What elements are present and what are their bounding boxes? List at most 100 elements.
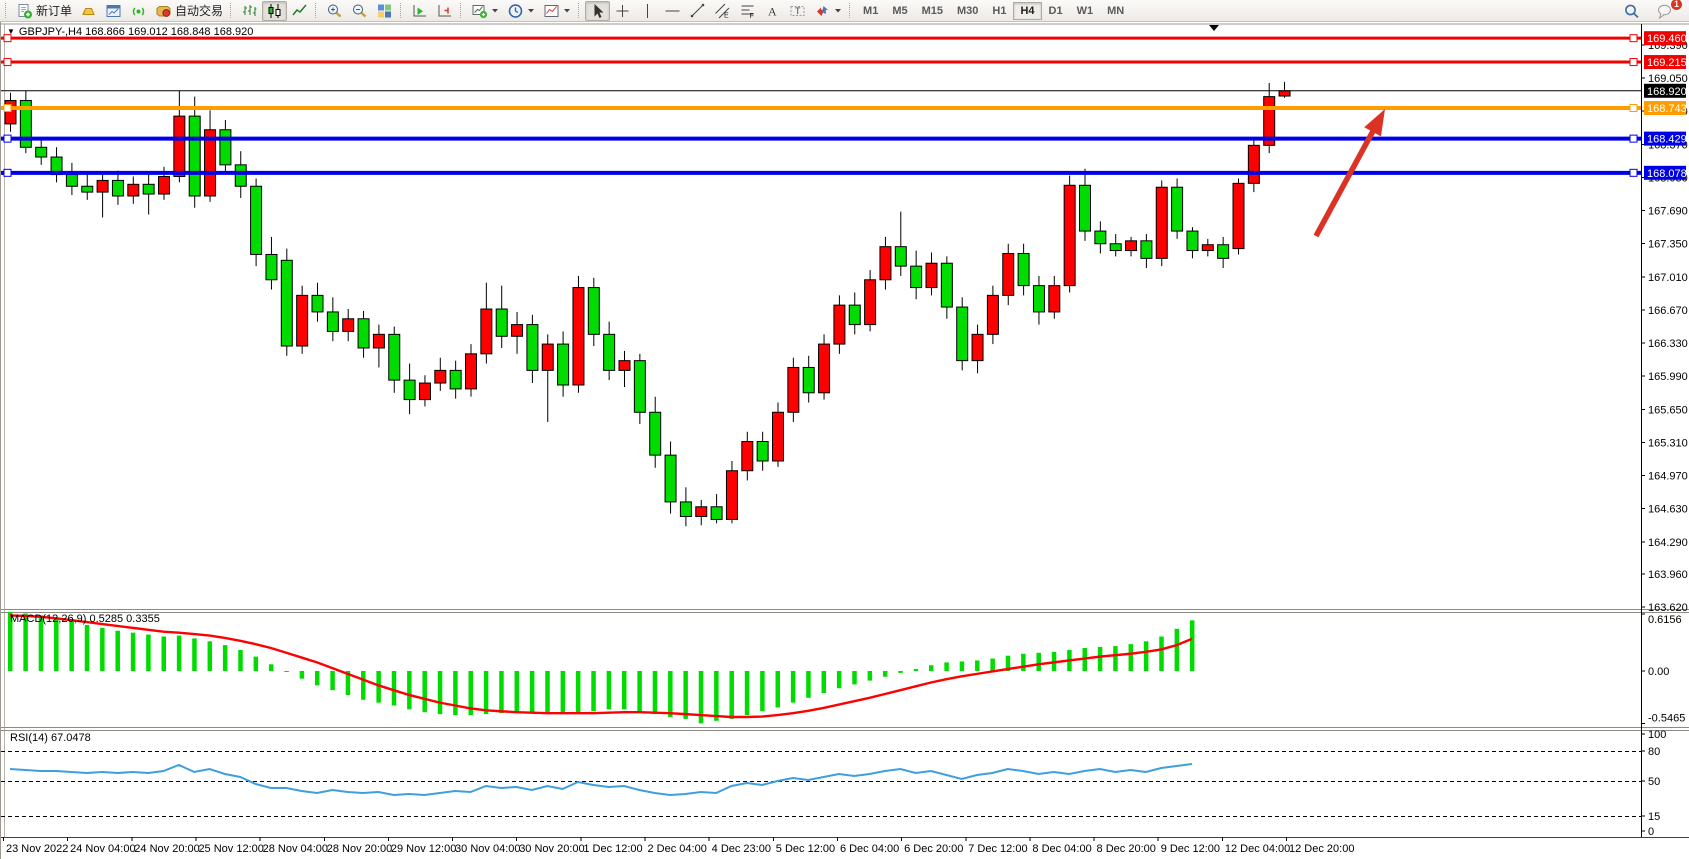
text-tool-button[interactable]: A	[760, 1, 785, 21]
cursor-icon	[594, 3, 604, 18]
equidistant-channel-tool-button[interactable]: E	[710, 1, 735, 21]
macd-bar	[8, 612, 13, 671]
macd-bar	[69, 621, 74, 671]
toolbar-group-grip	[460, 3, 464, 18]
price-badge-label: 168.743	[1647, 103, 1687, 115]
timeframe-h4[interactable]: H4	[1013, 1, 1042, 20]
timeframe-mn[interactable]: MN	[1107, 4, 1125, 17]
chart-shift-button[interactable]	[432, 1, 457, 21]
line-handle[interactable]	[3, 104, 12, 113]
search-button[interactable]	[1619, 1, 1644, 21]
text-icon: A	[768, 4, 777, 18]
trend-arrow-annotation[interactable]	[1313, 109, 1385, 238]
timeframe-h1[interactable]: H1	[992, 4, 1007, 17]
tile-windows-button[interactable]	[372, 1, 397, 21]
time-tick-label: 30 Nov 04:00	[455, 843, 520, 855]
line-handle[interactable]	[3, 34, 12, 43]
rsi-tick-label: 80	[1648, 746, 1660, 758]
toolbar-group-grip	[230, 3, 234, 18]
signals-button[interactable]	[126, 1, 151, 21]
macd-bar	[898, 671, 903, 673]
line-handle[interactable]	[1629, 168, 1638, 177]
candle	[1155, 186, 1168, 259]
zoom-in-button[interactable]	[322, 1, 347, 21]
line-handle[interactable]	[1629, 34, 1638, 43]
arrows-tool-button[interactable]	[810, 1, 846, 21]
data-window-button[interactable]	[101, 1, 126, 21]
new-order-button[interactable]: 新订单	[12, 1, 76, 21]
candle	[618, 360, 631, 371]
zoom-out-button[interactable]	[347, 1, 372, 21]
timeframe-m15[interactable]: M15	[921, 4, 943, 17]
price-tick-label: 163.960	[1648, 569, 1688, 581]
fibonacci-tool-button[interactable]: F	[735, 1, 760, 21]
line-chart-mode-button[interactable]	[287, 1, 312, 21]
time-tick-label: 6 Dec 04:00	[840, 843, 899, 855]
price-tick-label: 166.330	[1648, 338, 1688, 350]
market-watch-button[interactable]	[76, 1, 101, 21]
candle	[956, 306, 969, 362]
svg-text:A: A	[768, 4, 777, 18]
main-toolbar: 新订单 自动交易 E F A T M1 M5 M15 M30 H1 H4 D1 W1 MN 1	[0, 0, 1689, 22]
macd-bar	[683, 671, 688, 719]
rsi-tick-label: 0	[1648, 826, 1654, 838]
horizontal-line-tool-button[interactable]	[660, 1, 685, 21]
timeframe-w1[interactable]: W1	[1076, 4, 1094, 17]
shapes-icon	[817, 5, 829, 16]
line-handle[interactable]	[1629, 134, 1638, 143]
svg-text:T: T	[795, 6, 801, 16]
line-handle[interactable]	[3, 134, 12, 143]
scroll-to-end-button[interactable]	[407, 1, 432, 21]
candle	[127, 183, 140, 197]
vertical-line-tool-button[interactable]	[635, 1, 660, 21]
periods-button[interactable]	[503, 1, 539, 21]
candle	[986, 294, 999, 335]
templates-button[interactable]	[539, 1, 575, 21]
macd-tick-label: 0.6156	[1648, 614, 1682, 626]
new-chart-button[interactable]	[467, 1, 503, 21]
candle	[1232, 182, 1245, 250]
macd-bar	[468, 671, 473, 716]
macd-bar	[591, 671, 596, 712]
line-handle[interactable]	[3, 58, 12, 67]
timeframe-m30[interactable]: M30	[957, 4, 979, 17]
macd-bar	[760, 671, 765, 712]
text-label-tool-button[interactable]: T	[785, 1, 810, 21]
notifications-button[interactable]: 1	[1652, 0, 1683, 21]
time-tick-label: 23 Nov 2022	[6, 843, 68, 855]
macd-bar	[437, 671, 443, 715]
line-handle[interactable]	[1629, 104, 1638, 113]
crosshair-tool-button[interactable]	[610, 1, 635, 21]
candlestick-mode-button[interactable]	[262, 0, 288, 21]
candle	[418, 382, 431, 401]
macd-bar	[652, 671, 658, 715]
candle	[1217, 244, 1230, 259]
time-tick-label: 30 Nov 20:00	[519, 843, 584, 855]
candle	[1048, 285, 1061, 313]
price-badge-168.078	[1644, 165, 1686, 180]
price-badge-label: 169.215	[1647, 57, 1687, 69]
line-handle[interactable]	[3, 168, 12, 177]
line-handle[interactable]	[1629, 58, 1638, 67]
time-tick-label: 5 Dec 12:00	[776, 843, 835, 855]
price-tick-label: 165.650	[1648, 404, 1688, 416]
candle	[449, 369, 462, 390]
macd-bar	[1021, 653, 1026, 671]
time-tick-label: 7 Dec 12:00	[968, 843, 1027, 855]
candle	[111, 179, 124, 197]
bar-chart-mode-button[interactable]	[237, 1, 262, 21]
timeframe-d1[interactable]: D1	[1048, 4, 1063, 17]
candle	[1079, 184, 1091, 232]
search-icon	[1625, 4, 1639, 18]
time-tick-label: 2 Dec 04:00	[648, 843, 707, 855]
trendline-tool-button[interactable]	[685, 1, 710, 21]
price-badge-168.429	[1644, 131, 1686, 146]
candle	[434, 369, 447, 384]
candle	[342, 318, 355, 332]
timeframe-m1[interactable]: M1	[863, 4, 879, 17]
timeframe-m5[interactable]: M5	[892, 4, 908, 17]
auto-trading-button[interactable]: 自动交易	[151, 1, 227, 21]
rsi-tick-label: 15	[1648, 811, 1660, 823]
candle	[603, 333, 616, 371]
cursor-tool-button[interactable]	[585, 0, 611, 21]
